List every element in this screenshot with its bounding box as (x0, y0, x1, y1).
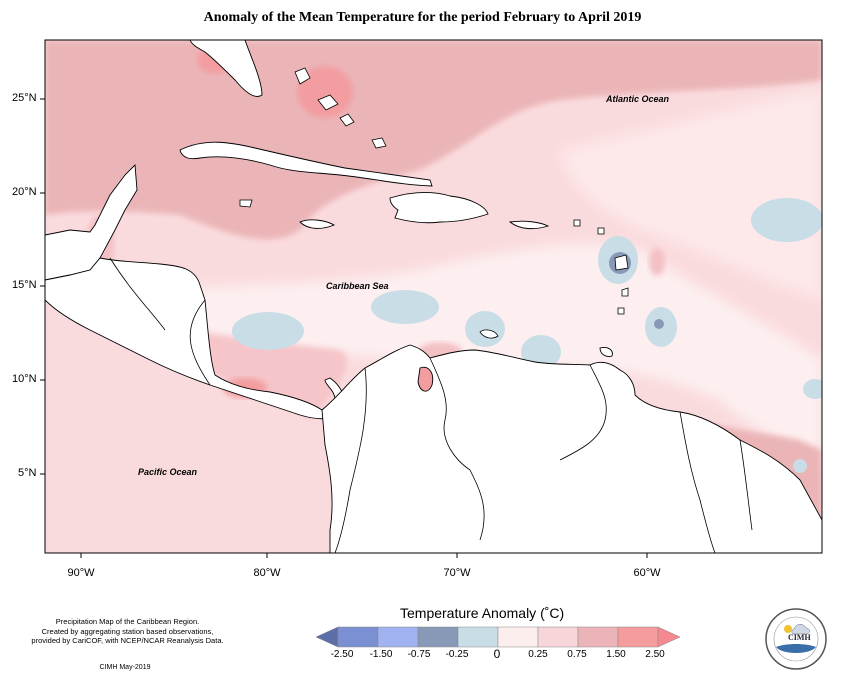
east-neutral (560, 90, 822, 300)
legend-label: 1.50 (606, 649, 626, 660)
lon-tick-80: 80°W (253, 567, 281, 579)
cloud-icon (791, 624, 810, 635)
cool-spot-central (232, 312, 304, 350)
north-warm-zone (45, 40, 822, 240)
legend-label: -2.50 (330, 649, 354, 660)
credit-line-2: Created by aggregating station based obs… (41, 626, 214, 636)
credit-date: CIMH May-2019 (99, 664, 151, 671)
small-islands (239, 67, 629, 339)
lat-tick-20: 20°N (12, 186, 37, 198)
lat-tick-5: 5°N (18, 467, 37, 479)
lat-tick-10: 10°N (12, 373, 37, 385)
legend-title: Temperature Anomaly (˚C) (400, 605, 565, 621)
map-frame (44, 39, 823, 554)
legend-label: 2.50 (645, 649, 665, 660)
wave-icon (776, 644, 816, 653)
legend-label: 0 (493, 647, 501, 661)
legend-label: -1.50 (369, 649, 393, 660)
bahamas-hot (297, 66, 353, 118)
legend-label: -0.25 (445, 649, 469, 660)
cimh-logo (765, 608, 827, 670)
label-caribbean-sea: Caribbean Sea (326, 281, 389, 291)
lat-tick-15: 15°N (12, 279, 37, 291)
credit-line-3: provided by CariCOF, with NCEP/NCAR Rean… (31, 636, 224, 645)
credit-line-1: Precipitation Map of the Caribbean Regio… (55, 617, 200, 626)
land-masses (45, 40, 822, 553)
lon-tick-90: 90°W (67, 567, 95, 579)
label-atlantic-ocean: Atlantic Ocean (606, 94, 670, 104)
legend-label: 0.25 (528, 649, 548, 660)
legend-label: -0.75 (407, 649, 431, 660)
lat-tick-25: 25°N (12, 92, 37, 104)
lon-tick-70: 70°W (443, 567, 471, 579)
sun-icon (784, 625, 792, 633)
credits-text: Precipitation Map of the Caribbean Regio… (5, 617, 250, 646)
legend-label: 0.75 (567, 649, 587, 660)
country-borders (109, 257, 753, 553)
sw-warm (190, 330, 347, 420)
lon-tick-60: 60°W (633, 567, 661, 579)
logo-text: CIMH (788, 633, 811, 642)
legend-colorbar (315, 626, 681, 648)
map-title: Anomaly of the Mean Temperature for the … (203, 10, 642, 25)
label-pacific-ocean: Pacific Ocean (138, 467, 198, 477)
